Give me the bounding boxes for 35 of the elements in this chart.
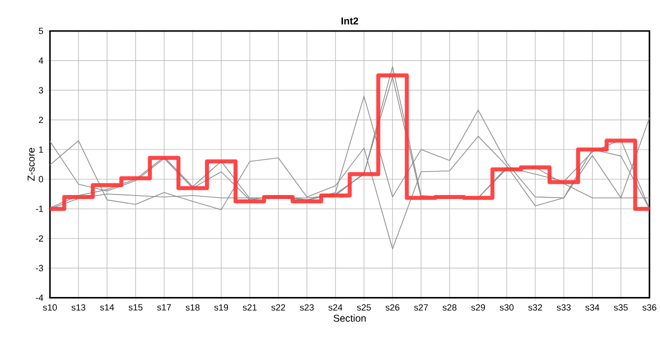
y-tick-label: 4 [38,58,44,64]
x-tick-label: s35 [614,304,628,311]
y-tick-label: 0 [38,176,44,183]
y-tick-label: -1 [36,206,44,212]
x-tick-label: s23 [300,304,314,311]
x-tick-label: s30 [500,304,514,311]
y-tick-label: 2 [38,116,43,124]
y-tick-label: -3 [36,265,44,272]
y-tick-label: -2 [36,235,43,242]
x-tick-label: s13 [72,304,86,311]
x-tick-label: s21 [242,304,257,311]
x-tick-label: s29 [471,304,485,311]
x-tick-label: s17 [157,304,171,311]
x-tick-label: s24 [328,304,342,311]
y-tick-label: 1 [39,146,44,153]
x-tick-label: s15 [128,304,142,311]
x-tick-label: s34 [585,304,600,311]
x-tick-label: s22 [271,304,286,311]
x-tick-label: s18 [186,304,200,311]
x-axis-title: Section [334,314,366,322]
y-axis-title: Z-score [28,148,35,182]
x-tick-label: s25 [357,304,371,311]
y-tick-label: 3 [38,87,44,94]
x-tick-label: s19 [214,304,228,311]
y-tick-label: 5 [38,28,44,34]
chart-title: Int2 [342,18,358,25]
x-tick-label: s14 [100,304,114,311]
x-tick-label: s27 [414,304,428,311]
x-tick-label: s26 [386,304,400,311]
x-tick-label: s28 [442,304,456,311]
x-tick-label: s36 [642,304,656,311]
y-tick-label: -4 [36,294,44,301]
x-tick-label: s32 [528,304,542,311]
x-tick-label: s10 [42,304,57,311]
x-tick-label: s33 [556,304,571,311]
